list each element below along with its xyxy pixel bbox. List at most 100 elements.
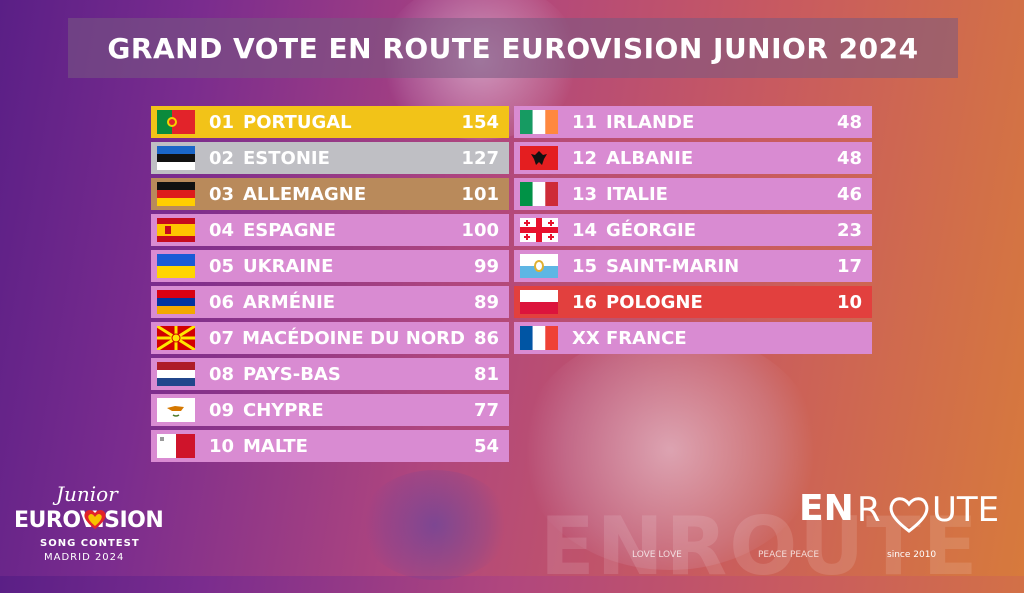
logo-since-text: since 2010 — [887, 550, 937, 560]
country-name: PORTUGAL — [243, 111, 352, 133]
ranking-row: 12 ALBANIE 48 — [514, 142, 872, 174]
armenia-flag-icon — [157, 290, 195, 314]
watermark-tag-peace: PEACE PEACE — [758, 550, 820, 560]
rank-number: 05 — [209, 255, 235, 277]
heart-icon — [84, 510, 106, 529]
logo-song-contest-text: SONG CONTEST — [40, 538, 140, 549]
ranking-row: 01 PORTUGAL 154 — [151, 106, 509, 138]
ranking-row: 15 SAINT-MARIN 17 — [514, 250, 872, 282]
logo-madrid-text: MADRID 2024 — [44, 552, 125, 563]
rank-number: 01 — [209, 111, 235, 133]
country-score: 127 — [461, 147, 499, 169]
page-title: GRAND VOTE EN ROUTE EUROVISION JUNIOR 20… — [107, 31, 919, 65]
ranking-row: 16 POLOGNE 10 — [514, 286, 872, 318]
country-score: 99 — [473, 255, 499, 277]
country-score: 154 — [461, 111, 499, 133]
estonia-flag-icon — [157, 146, 195, 170]
logo-r-text: R — [857, 490, 881, 530]
country-name: PAYS-BAS — [243, 363, 341, 385]
ranking-row: 05 UKRAINE 99 — [151, 250, 509, 282]
netherlands-flag-icon — [157, 362, 195, 386]
rank-number: 04 — [209, 219, 235, 241]
france-flag-icon — [520, 326, 558, 350]
country-name: MACÉDOINE DU NORD — [242, 327, 465, 349]
country-name: UKRAINE — [243, 255, 334, 277]
watermark-tag-love: LOVE LOVE — [632, 550, 682, 560]
ranking-row: 06 ARMÉNIE 89 — [151, 286, 509, 318]
rank-number: 08 — [209, 363, 235, 385]
italy-flag-icon — [520, 182, 558, 206]
country-score: 48 — [836, 111, 862, 133]
country-name: POLOGNE — [606, 291, 703, 313]
junior-eurovision-logo: Junior EUROVISION SONG CONTEST MADRID 20… — [12, 482, 164, 572]
ranking-row: 03 ALLEMAGNE 101 — [151, 178, 509, 210]
ranking-row: 09 CHYPRE 77 — [151, 394, 509, 426]
rank-number: 12 — [572, 147, 598, 169]
malta-flag-icon — [157, 434, 195, 458]
rank-number: 14 — [572, 219, 598, 241]
country-name: IRLANDE — [606, 111, 695, 133]
germany-flag-icon — [157, 182, 195, 206]
title-bar: GRAND VOTE EN ROUTE EUROVISION JUNIOR 20… — [68, 18, 958, 78]
rank-number: 10 — [209, 435, 235, 457]
portugal-flag-icon — [157, 110, 195, 134]
ranking-row: 08 PAYS-BAS 81 — [151, 358, 509, 390]
rank-number: 13 — [572, 183, 598, 205]
country-score: 89 — [473, 291, 499, 313]
rank-number: 09 — [209, 399, 235, 421]
logo-ute-text: UTE — [932, 490, 1000, 530]
ranking-row: 02 ESTONIE 127 — [151, 142, 509, 174]
rank-number: 15 — [572, 255, 598, 277]
ranking-row: 11 IRLANDE 48 — [514, 106, 872, 138]
country-score: 48 — [836, 147, 862, 169]
country-score: 77 — [473, 399, 499, 421]
country-name: FRANCE — [606, 327, 687, 349]
ireland-flag-icon — [520, 110, 558, 134]
georgia-flag-icon — [520, 218, 558, 242]
country-name: ALBANIE — [606, 147, 694, 169]
san-marino-flag-icon — [520, 254, 558, 278]
rank-number: 11 — [572, 111, 598, 133]
country-name: ESTONIE — [243, 147, 330, 169]
country-name: ALLEMAGNE — [243, 183, 367, 205]
country-name: ESPAGNE — [243, 219, 336, 241]
country-name: ARMÉNIE — [243, 291, 336, 313]
enroute-logo: EN R UTE since 2010 — [795, 488, 1023, 572]
country-name: GÉORGIE — [606, 219, 696, 241]
country-score: 10 — [836, 291, 862, 313]
country-score: 81 — [473, 363, 499, 385]
rank-number: 07 — [209, 327, 235, 349]
ranking-row: 07 MACÉDOINE DU NORD 86 — [151, 322, 509, 354]
rank-number: XX — [572, 327, 600, 349]
rank-number: 02 — [209, 147, 235, 169]
ranking-row: 04 ESPAGNE 100 — [151, 214, 509, 246]
ranking-row: 10 MALTE 54 — [151, 430, 509, 462]
country-score: 101 — [461, 183, 499, 205]
background-flower-small — [360, 470, 510, 580]
ranking-row: 14 GÉORGIE 23 — [514, 214, 872, 246]
ranking-row: XX FRANCE — [514, 322, 872, 354]
country-name: MALTE — [243, 435, 308, 457]
country-score: 100 — [461, 219, 499, 241]
country-score: 54 — [473, 435, 499, 457]
poland-flag-icon — [520, 290, 558, 314]
ukraine-flag-icon — [157, 254, 195, 278]
rank-number: 06 — [209, 291, 235, 313]
country-score: 46 — [836, 183, 862, 205]
country-name: CHYPRE — [243, 399, 324, 421]
logo-junior-text: Junior — [56, 482, 118, 506]
country-score: 17 — [836, 255, 862, 277]
country-score: 23 — [836, 219, 862, 241]
north-macedonia-flag-icon — [157, 326, 195, 350]
rank-number: 03 — [209, 183, 235, 205]
country-score: 86 — [473, 327, 499, 349]
spain-flag-icon — [157, 218, 195, 242]
albania-flag-icon — [520, 146, 558, 170]
rank-number: 16 — [572, 291, 598, 313]
ranking-row: 13 ITALIE 46 — [514, 178, 872, 210]
cyprus-flag-icon — [157, 398, 195, 422]
heart-outline-icon — [889, 497, 929, 533]
country-name: SAINT-MARIN — [606, 255, 740, 277]
country-name: ITALIE — [606, 183, 668, 205]
logo-en-text: EN — [799, 488, 854, 529]
